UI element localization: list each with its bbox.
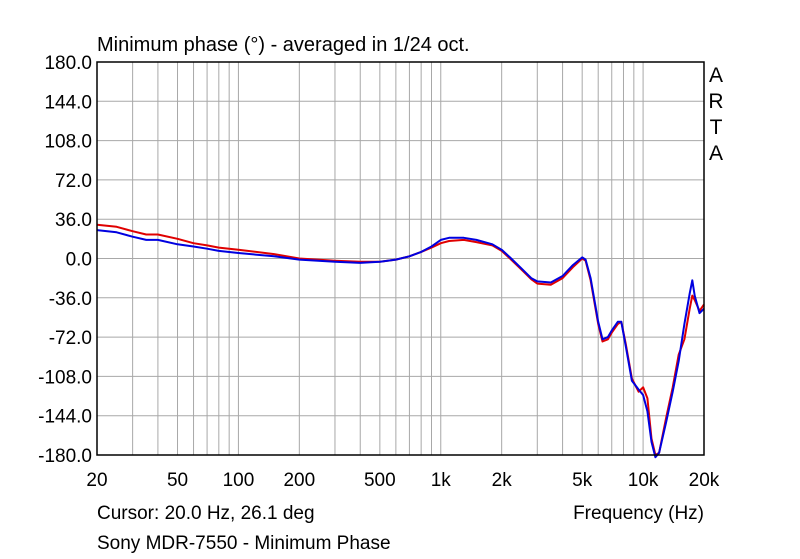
y-tick-label: 108.0	[44, 132, 92, 153]
y-axis-tick-labels: 180.0 144.0 108.0 72.0 36.0 0.0 -36.0 -72.0 -108…	[38, 53, 92, 467]
device-label: Sony MDR-7550 - Minimum Phase	[97, 533, 391, 554]
x-axis-tick-labels: 20 50 100 200 500 1k 2k 5k 10k 20k	[86, 470, 719, 491]
y-tick-label: -72.0	[49, 328, 92, 349]
x-tick-label: 20k	[689, 470, 720, 491]
y-tick-label: -108.0	[38, 367, 92, 388]
y-tick-label: 180.0	[44, 53, 92, 74]
y-tick-label: -36.0	[49, 289, 92, 310]
x-tick-label: 200	[283, 470, 315, 491]
watermark-letter: T	[710, 116, 723, 139]
watermark-letter: R	[708, 90, 723, 113]
y-tick-label: -180.0	[38, 446, 92, 467]
watermark-letter: A	[709, 64, 723, 87]
x-tick-label: 10k	[628, 470, 659, 491]
y-tick-label: 72.0	[55, 171, 92, 192]
x-tick-label: 100	[223, 470, 255, 491]
y-tick-label: 144.0	[44, 92, 92, 113]
chart-title: Minimum phase (°) - averaged in 1/24 oct…	[97, 34, 470, 56]
x-tick-label: 2k	[492, 470, 513, 491]
y-tick-label: -144.0	[38, 407, 92, 428]
x-tick-label: 500	[364, 470, 396, 491]
y-tick-label: 0.0	[66, 250, 92, 271]
cursor-readout: Cursor: 20.0 Hz, 26.1 deg	[97, 503, 315, 524]
x-tick-label: 5k	[572, 470, 593, 491]
x-tick-label: 1k	[431, 470, 452, 491]
x-tick-label: 50	[167, 470, 188, 491]
x-tick-label: 20	[86, 470, 107, 491]
x-axis-label: Frequency (Hz)	[573, 503, 704, 524]
watermark-letter: A	[709, 142, 723, 165]
y-tick-label: 36.0	[55, 210, 92, 231]
plot-frame	[96, 61, 705, 456]
